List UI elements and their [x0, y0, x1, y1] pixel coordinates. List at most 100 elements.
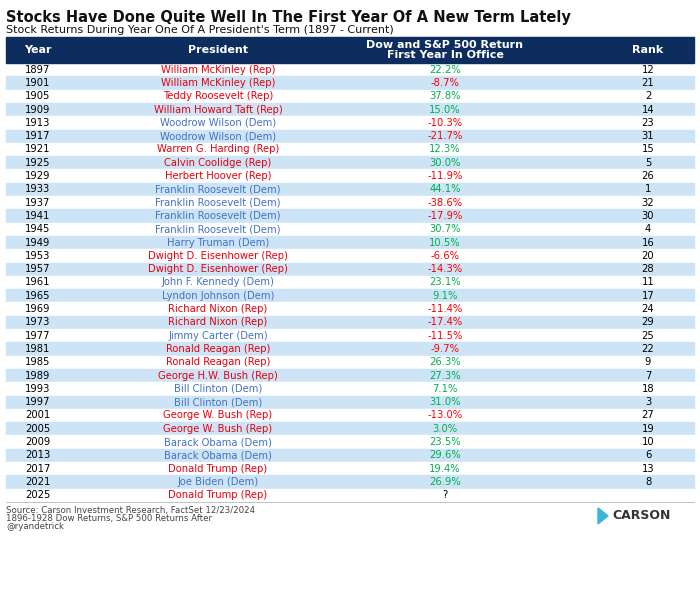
Text: 6: 6 [645, 450, 651, 461]
Text: 21: 21 [642, 78, 654, 88]
Text: 30: 30 [642, 211, 654, 221]
Text: 5: 5 [645, 158, 651, 168]
Text: -38.6%: -38.6% [428, 198, 463, 207]
Bar [6, 409, 694, 422]
Text: 10: 10 [642, 437, 654, 447]
Bar [6, 37, 694, 63]
Text: 1933: 1933 [25, 184, 50, 195]
Text: 1901: 1901 [25, 78, 50, 88]
Text: 1969: 1969 [25, 304, 50, 314]
Text: -11.9%: -11.9% [427, 171, 463, 181]
Text: 1896-1928 Dow Returns, S&P 500 Returns After: 1896-1928 Dow Returns, S&P 500 Returns A… [6, 514, 212, 523]
Bar [6, 156, 694, 170]
Text: 17: 17 [642, 291, 654, 301]
Text: -11.5%: -11.5% [427, 331, 463, 340]
Text: 44.1%: 44.1% [429, 184, 461, 195]
Text: 1925: 1925 [25, 158, 50, 168]
Text: 1989: 1989 [25, 370, 50, 381]
Bar [6, 76, 694, 90]
Text: William McKinley (Rep): William McKinley (Rep) [161, 65, 275, 74]
Text: 2001: 2001 [25, 411, 50, 420]
Text: 24: 24 [642, 304, 654, 314]
Text: 1973: 1973 [25, 317, 50, 328]
Text: Herbert Hoover (Rep): Herbert Hoover (Rep) [164, 171, 272, 181]
Text: Ronald Reagan (Rep): Ronald Reagan (Rep) [166, 344, 270, 354]
Text: Stock Returns During Year One Of A President's Term (1897 - Current): Stock Returns During Year One Of A Presi… [6, 25, 393, 35]
Text: -14.3%: -14.3% [428, 264, 463, 274]
Text: 1945: 1945 [25, 224, 50, 234]
Text: Dwight D. Eisenhower (Rep): Dwight D. Eisenhower (Rep) [148, 251, 288, 261]
Text: Dow and S&P 500 Return: Dow and S&P 500 Return [367, 40, 524, 50]
Text: Harry Truman (Dem): Harry Truman (Dem) [167, 237, 269, 248]
Text: Richard Nixon (Rep): Richard Nixon (Rep) [169, 317, 267, 328]
Text: -13.0%: -13.0% [428, 411, 463, 420]
Text: 3: 3 [645, 397, 651, 407]
Text: Teddy Roosevelt (Rep): Teddy Roosevelt (Rep) [163, 92, 273, 101]
Text: 30.0%: 30.0% [429, 158, 461, 168]
Bar [6, 143, 694, 156]
Text: 14: 14 [642, 104, 654, 115]
Text: 9: 9 [645, 357, 651, 367]
Text: Woodrow Wilson (Dem): Woodrow Wilson (Dem) [160, 131, 276, 141]
Text: 2025: 2025 [25, 490, 50, 500]
Text: 1993: 1993 [25, 384, 50, 394]
Bar [6, 449, 694, 462]
Text: Rank: Rank [632, 45, 664, 55]
Text: 15.0%: 15.0% [429, 104, 461, 115]
Text: 29: 29 [642, 317, 654, 328]
Bar [6, 183, 694, 196]
Text: 2021: 2021 [25, 477, 50, 487]
Bar [6, 129, 694, 143]
Text: 22: 22 [642, 344, 654, 354]
Text: Barack Obama (Dem): Barack Obama (Dem) [164, 450, 272, 461]
Text: Franklin Roosevelt (Dem): Franklin Roosevelt (Dem) [155, 184, 281, 195]
Text: 16: 16 [642, 237, 654, 248]
Text: -21.7%: -21.7% [427, 131, 463, 141]
Bar [6, 63, 694, 76]
Bar [6, 369, 694, 382]
Text: 1941: 1941 [25, 211, 50, 221]
Text: Warren G. Harding (Rep): Warren G. Harding (Rep) [157, 145, 279, 154]
Text: Source: Carson Investment Research, FactSet 12/23/2024: Source: Carson Investment Research, Fact… [6, 506, 255, 515]
Text: 1949: 1949 [25, 237, 50, 248]
Text: CARSON: CARSON [612, 509, 671, 522]
Bar [6, 462, 694, 475]
Text: 29.6%: 29.6% [429, 450, 461, 461]
Text: George H.W. Bush (Rep): George H.W. Bush (Rep) [158, 370, 278, 381]
Text: Franklin Roosevelt (Dem): Franklin Roosevelt (Dem) [155, 198, 281, 207]
Text: Barack Obama (Dem): Barack Obama (Dem) [164, 437, 272, 447]
Text: 3.0%: 3.0% [433, 424, 458, 434]
Text: Ronald Reagan (Rep): Ronald Reagan (Rep) [166, 357, 270, 367]
Text: 1905: 1905 [25, 92, 50, 101]
Text: 23.1%: 23.1% [429, 278, 461, 287]
Text: 22.2%: 22.2% [429, 65, 461, 74]
Text: -17.4%: -17.4% [428, 317, 463, 328]
Text: 15: 15 [642, 145, 654, 154]
Text: Year: Year [25, 45, 52, 55]
Bar [6, 342, 694, 356]
Bar [6, 116, 694, 129]
Text: -9.7%: -9.7% [430, 344, 459, 354]
Text: 19.4%: 19.4% [429, 464, 461, 473]
Bar [6, 276, 694, 289]
Text: Bill Clinton (Dem): Bill Clinton (Dem) [174, 397, 262, 407]
Text: Donald Trump (Rep): Donald Trump (Rep) [169, 464, 267, 473]
Bar [6, 223, 694, 236]
Text: 7: 7 [645, 370, 651, 381]
Text: William McKinley (Rep): William McKinley (Rep) [161, 78, 275, 88]
Text: William Howard Taft (Rep): William Howard Taft (Rep) [153, 104, 282, 115]
Text: -8.7%: -8.7% [430, 78, 459, 88]
Text: 1: 1 [645, 184, 651, 195]
Text: -6.6%: -6.6% [430, 251, 459, 261]
Text: Richard Nixon (Rep): Richard Nixon (Rep) [169, 304, 267, 314]
Text: 1997: 1997 [25, 397, 50, 407]
Text: 1921: 1921 [25, 145, 50, 154]
Text: 1953: 1953 [25, 251, 50, 261]
Bar [6, 329, 694, 342]
Text: 25: 25 [642, 331, 654, 340]
Text: 26.3%: 26.3% [429, 357, 461, 367]
Bar [6, 303, 694, 316]
Bar [6, 196, 694, 209]
Text: 12: 12 [642, 65, 654, 74]
Text: 1985: 1985 [25, 357, 50, 367]
